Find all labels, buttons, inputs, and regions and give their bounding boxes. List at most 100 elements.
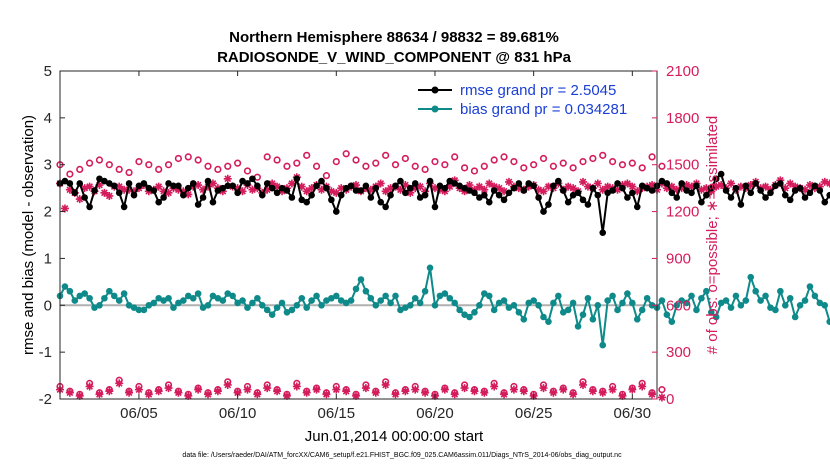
point-obs-3 bbox=[273, 182, 282, 191]
point-obs-2 bbox=[500, 153, 508, 161]
series-group bbox=[56, 150, 830, 402]
point-obs-3 bbox=[65, 185, 74, 194]
point-obs-3 bbox=[376, 179, 385, 188]
y-left-tick-label: -1 bbox=[39, 344, 52, 361]
point-bias-1 bbox=[328, 294, 335, 302]
point-obs-2 bbox=[293, 159, 301, 167]
point-obs-4 bbox=[441, 384, 449, 392]
point-obs-4 bbox=[66, 387, 74, 395]
point-obs-2 bbox=[312, 162, 321, 170]
point-obs-5 bbox=[273, 387, 282, 396]
point-bias-1 bbox=[283, 309, 291, 316]
point-bias-1 bbox=[481, 290, 488, 297]
point-bias-1 bbox=[668, 318, 676, 325]
point-bias-1 bbox=[816, 299, 824, 307]
point-obs-4 bbox=[382, 378, 390, 386]
point-bias-1 bbox=[184, 292, 192, 300]
y-right-tick-label: 900 bbox=[666, 250, 691, 267]
point-obs-2 bbox=[451, 153, 459, 161]
point-obs-5 bbox=[657, 393, 666, 402]
point-obs-5 bbox=[470, 387, 479, 396]
point-bias-1 bbox=[791, 313, 799, 321]
point-rmse-0 bbox=[367, 194, 375, 201]
point-obs-3 bbox=[287, 179, 296, 188]
point-rmse-0 bbox=[392, 182, 399, 190]
point-rmse-0 bbox=[545, 201, 552, 208]
point-obs-3 bbox=[445, 182, 454, 191]
point-bias-1 bbox=[505, 304, 513, 311]
point-rmse-0 bbox=[712, 175, 720, 183]
point-bias-1 bbox=[209, 292, 217, 300]
point-rmse-0 bbox=[66, 180, 74, 187]
point-bias-1 bbox=[293, 301, 301, 309]
point-obs-3 bbox=[85, 182, 94, 191]
y-left-tick-label: 3 bbox=[44, 157, 52, 174]
point-bias-1 bbox=[476, 301, 483, 309]
point-rmse-0 bbox=[530, 182, 537, 190]
point-rmse-0 bbox=[796, 184, 804, 192]
point-obs-3 bbox=[500, 187, 509, 196]
point-rmse-0 bbox=[328, 196, 335, 204]
point-obs-5 bbox=[519, 387, 528, 396]
point-bias-1 bbox=[421, 287, 429, 295]
point-rmse-0 bbox=[629, 189, 636, 197]
point-bias-1 bbox=[619, 299, 626, 307]
point-rmse-0 bbox=[555, 177, 562, 185]
point-rmse-0 bbox=[214, 187, 222, 194]
point-obs-5 bbox=[480, 388, 489, 397]
point-rmse-0 bbox=[678, 180, 685, 187]
point-rmse-0 bbox=[624, 194, 631, 201]
point-obs-2 bbox=[510, 157, 518, 166]
point-obs-3 bbox=[302, 187, 311, 196]
point-rmse-0 bbox=[416, 194, 424, 201]
point-rmse-0 bbox=[456, 182, 463, 190]
point-obs-2 bbox=[66, 170, 74, 178]
point-obs-2 bbox=[115, 165, 123, 173]
point-obs-4 bbox=[164, 381, 173, 389]
point-bias-1 bbox=[500, 297, 508, 304]
series-obs-2 bbox=[56, 150, 666, 181]
point-bias-1 bbox=[150, 299, 158, 307]
point-obs-4 bbox=[460, 381, 469, 389]
point-obs-5 bbox=[588, 387, 597, 396]
point-bias-1 bbox=[135, 306, 143, 314]
point-rmse-0 bbox=[421, 191, 429, 199]
point-obs-2 bbox=[530, 161, 538, 169]
legend: rmse grand pr = 2.5045 bias grand pr = 0… bbox=[412, 79, 652, 121]
point-rmse-0 bbox=[115, 189, 123, 197]
point-obs-2 bbox=[460, 164, 469, 172]
point-obs-4 bbox=[312, 384, 321, 392]
point-rmse-0 bbox=[668, 189, 676, 197]
point-rmse-0 bbox=[633, 203, 641, 211]
point-obs-2 bbox=[628, 159, 636, 167]
point-bias-1 bbox=[86, 294, 93, 302]
y-left-tick-label: 0 bbox=[44, 297, 52, 314]
point-rmse-0 bbox=[520, 187, 528, 194]
point-rmse-0 bbox=[288, 194, 296, 201]
point-obs-3 bbox=[194, 181, 203, 190]
point-bias-1 bbox=[323, 297, 330, 304]
point-rmse-0 bbox=[643, 184, 651, 192]
y-left-tick-label: 5 bbox=[44, 63, 52, 80]
point-bias-1 bbox=[180, 297, 187, 304]
point-bias-1 bbox=[767, 304, 774, 311]
point-obs-4 bbox=[451, 389, 459, 397]
point-rmse-0 bbox=[569, 191, 577, 199]
point-obs-3 bbox=[337, 184, 346, 193]
point-bias-1 bbox=[485, 292, 493, 300]
point-obs-5 bbox=[322, 390, 331, 399]
point-obs-4 bbox=[579, 378, 587, 386]
point-bias-1 bbox=[411, 294, 419, 302]
point-obs-5 bbox=[500, 390, 509, 399]
point-obs-2 bbox=[431, 157, 439, 166]
legend-rmse-marker bbox=[431, 86, 439, 94]
point-obs-3 bbox=[697, 185, 706, 194]
point-obs-4 bbox=[145, 389, 153, 397]
point-bias-1 bbox=[722, 297, 730, 304]
point-rmse-0 bbox=[263, 180, 271, 187]
point-bias-1 bbox=[288, 306, 296, 314]
point-rmse-0 bbox=[342, 184, 350, 192]
point-obs-2 bbox=[214, 165, 222, 173]
point-bias-1 bbox=[115, 297, 123, 304]
point-rmse-0 bbox=[234, 189, 241, 197]
